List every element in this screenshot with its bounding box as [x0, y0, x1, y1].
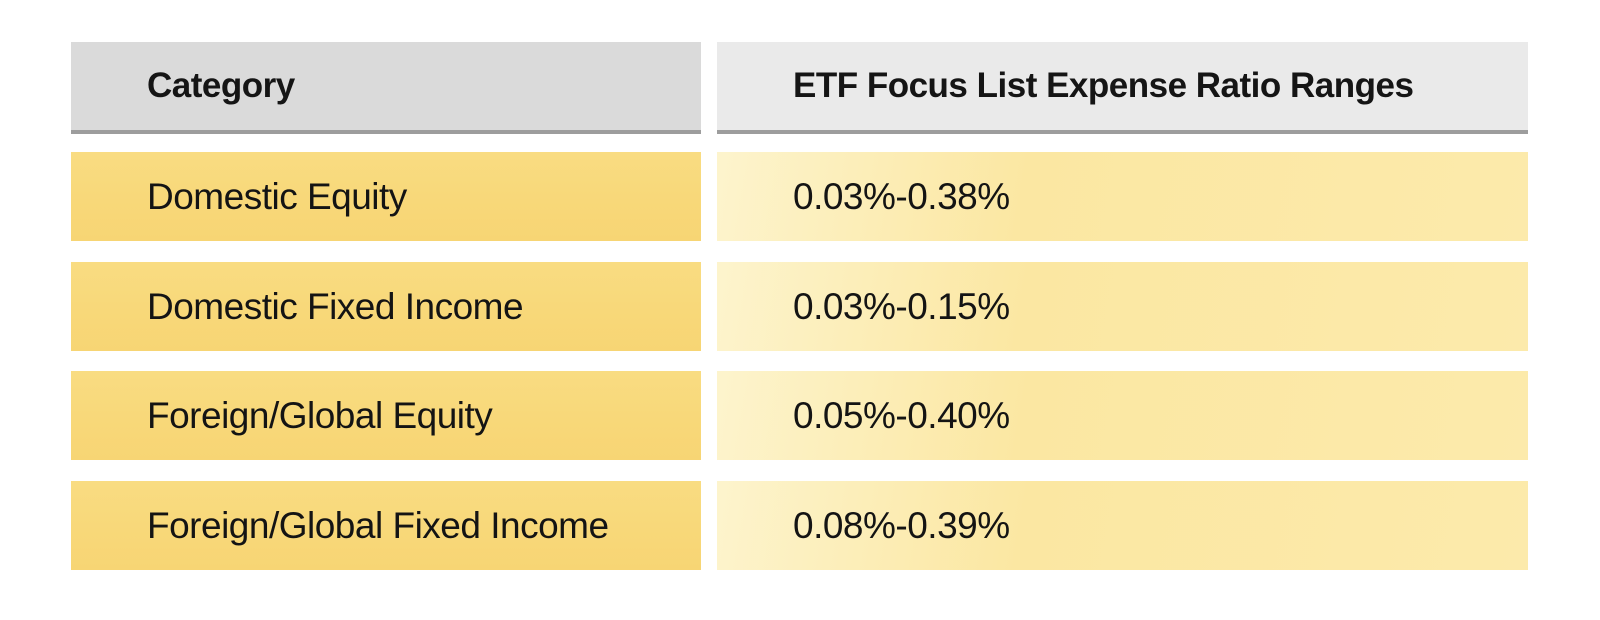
table-row-category-cell: Domestic Fixed Income: [71, 262, 701, 351]
table-row-category-cell: Foreign/Global Equity: [71, 371, 701, 460]
category-value: Foreign/Global Equity: [147, 394, 493, 436]
expense-ratio-header-label: ETF Focus List Expense Ratio Ranges: [793, 66, 1414, 105]
table-row-range-cell: 0.03%-0.15%: [717, 262, 1528, 351]
table-row-range-cell: 0.03%-0.38%: [717, 152, 1528, 241]
table-row-range-cell: 0.08%-0.39%: [717, 481, 1528, 570]
table-row-category-cell: Foreign/Global Fixed Income: [71, 481, 701, 570]
category-value: Domestic Fixed Income: [147, 285, 524, 327]
expense-range-value: 0.03%-0.38%: [793, 175, 1010, 217]
category-value: Foreign/Global Fixed Income: [147, 504, 609, 546]
expense-range-value: 0.05%-0.40%: [793, 394, 1010, 436]
expense-range-value: 0.08%-0.39%: [793, 504, 1010, 546]
expense-range-value: 0.03%-0.15%: [793, 285, 1010, 327]
category-header-cell: Category: [71, 42, 701, 134]
expense-ratio-header-cell: ETF Focus List Expense Ratio Ranges: [717, 42, 1528, 134]
table-row-range-cell: 0.05%-0.40%: [717, 371, 1528, 460]
category-header-label: Category: [147, 66, 295, 105]
category-value: Domestic Equity: [147, 175, 407, 217]
table-row-category-cell: Domestic Equity: [71, 152, 701, 241]
